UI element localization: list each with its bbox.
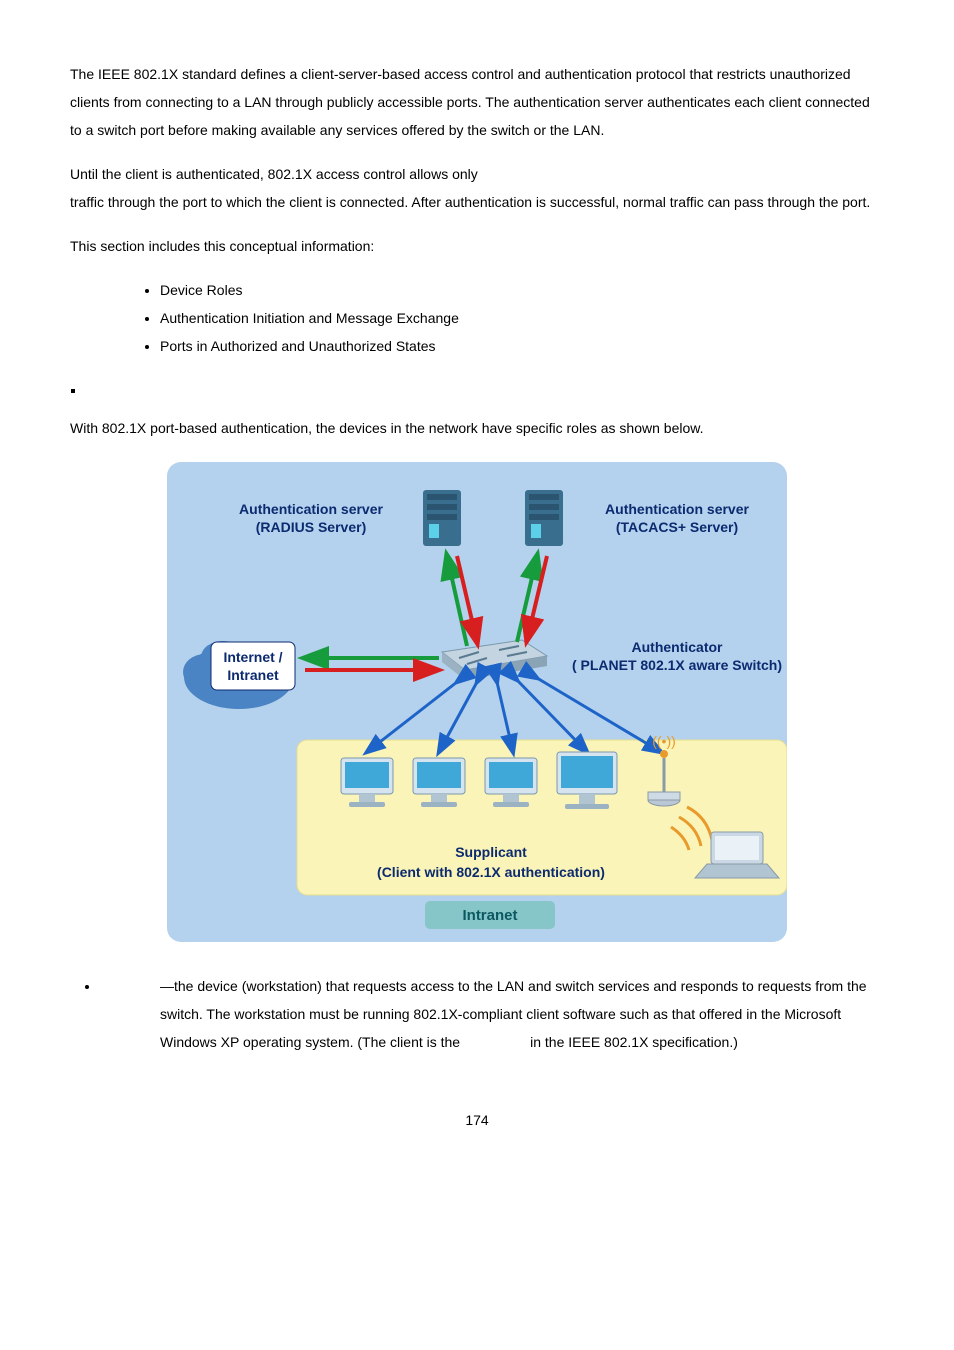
client-bullet-list: —the device (workstation) that requests … bbox=[70, 972, 884, 1056]
authenticator-sublabel: ( PLANET 802.1X aware Switch) bbox=[572, 657, 782, 673]
client-bullet-text-pre: —the device (workstation) that requests … bbox=[160, 978, 867, 1050]
tacacs-sublabel: (TACACS+ Server) bbox=[616, 519, 738, 535]
client-bullet-text-post: in the IEEE 802.1X specification.) bbox=[530, 1034, 738, 1050]
section-bullet-list: Device Roles Authentication Initiation a… bbox=[70, 276, 884, 360]
radius-server-icon bbox=[423, 490, 461, 546]
para2-line2: traffic through the port to which the cl… bbox=[70, 194, 870, 210]
intro-paragraph-1: The IEEE 802.1X standard defines a clien… bbox=[70, 60, 884, 144]
para2-line1: Until the client is authenticated, 802.1… bbox=[70, 166, 478, 182]
network-diagram-container: Intranet Authentication server (RADIUS S… bbox=[70, 462, 884, 942]
client-bullet: —the device (workstation) that requests … bbox=[100, 972, 884, 1056]
tacacs-server-icon bbox=[525, 490, 563, 546]
square-heading bbox=[86, 376, 884, 404]
bullet-auth-initiation: Authentication Initiation and Message Ex… bbox=[160, 304, 884, 332]
bullet-ports-states: Ports in Authorized and Unauthorized Sta… bbox=[160, 332, 884, 360]
tacacs-label: Authentication server bbox=[605, 501, 749, 517]
supplicant-label: Supplicant bbox=[455, 844, 527, 860]
internet-sublabel: Intranet bbox=[227, 667, 279, 683]
radius-sublabel: (RADIUS Server) bbox=[256, 519, 366, 535]
radius-label: Authentication server bbox=[239, 501, 383, 517]
supplicant-sublabel: (Client with 802.1X authentication) bbox=[377, 864, 605, 880]
intranet-band-label: Intranet bbox=[462, 907, 517, 924]
page-number: 174 bbox=[70, 1106, 884, 1134]
square-heading-list bbox=[70, 376, 884, 404]
internet-label: Internet / bbox=[223, 649, 282, 665]
svg-text:((•)): ((•)) bbox=[652, 733, 676, 749]
bullet-device-roles: Device Roles bbox=[160, 276, 884, 304]
authenticator-label: Authenticator bbox=[632, 639, 724, 655]
intro-paragraph-2: Until the client is authenticated, 802.1… bbox=[70, 160, 884, 216]
network-diagram: Intranet Authentication server (RADIUS S… bbox=[167, 462, 787, 942]
section-intro: This section includes this conceptual in… bbox=[70, 232, 884, 260]
roles-paragraph: With 802.1X port-based authentication, t… bbox=[70, 414, 884, 442]
